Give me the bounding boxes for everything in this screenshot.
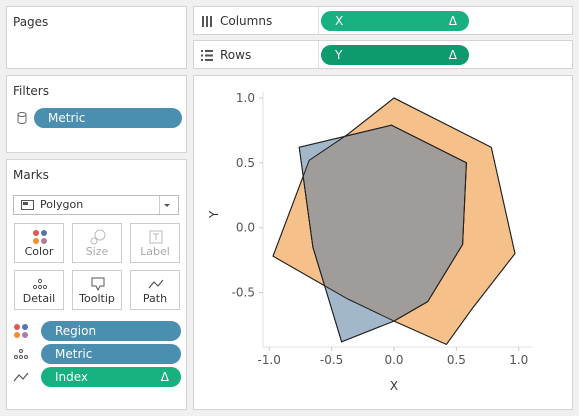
rows-pill-y[interactable]: Y Δ <box>321 45 469 65</box>
rows-pill-label: Y <box>335 48 343 62</box>
columns-icon <box>202 16 212 27</box>
tooltip-button[interactable]: Tooltip <box>72 270 122 310</box>
columns-shelf: Columns X Δ <box>193 6 573 35</box>
dropdown-caret[interactable] <box>159 196 174 214</box>
detail-dots-icon <box>14 349 28 359</box>
columns-pill-x[interactable]: X Δ <box>321 11 469 31</box>
shelf-divider <box>318 41 319 68</box>
marks-card: Marks Polygon Color Size Label <box>6 159 187 410</box>
color-button-label: Color <box>24 245 54 258</box>
label-button[interactable]: Label <box>130 223 180 263</box>
detail-button-label: Detail <box>22 292 56 305</box>
delta-icon: Δ <box>448 14 457 28</box>
chevron-down-icon <box>164 204 170 207</box>
rows-shelf: Rows Y Δ <box>193 40 573 69</box>
size-button-label: Size <box>85 245 109 258</box>
metric-pill-label: Metric <box>55 347 93 361</box>
path-button-label: Path <box>142 292 168 305</box>
filter-pill-metric[interactable]: Metric <box>34 108 182 128</box>
marks-field-index[interactable]: Index Δ <box>13 367 181 387</box>
y-tick-label: 1.0 <box>236 91 255 105</box>
index-pill-label: Index <box>55 370 89 384</box>
index-pill[interactable]: Index Δ <box>41 367 181 387</box>
delta-icon: Δ <box>160 370 169 384</box>
color-button[interactable]: Color <box>14 223 64 263</box>
x-axis-title: X <box>390 379 398 393</box>
polygon-chart[interactable]: 1.0 0.5 0.0 -0.5 -1.0 -0.5 0.0 0.5 1.0 Y X <box>194 76 572 409</box>
columns-pill-label: X <box>335 14 344 28</box>
mark-type-label: Polygon <box>40 198 84 211</box>
detail-dots-icon <box>32 278 48 290</box>
detail-button[interactable]: Detail <box>14 270 64 310</box>
tooltip-icon <box>91 277 105 292</box>
label-icon <box>149 230 163 244</box>
y-tick-label: 0.5 <box>236 156 255 170</box>
region-pill-label: Region <box>55 324 97 338</box>
path-line-icon <box>148 279 164 289</box>
filter-pill-label: Metric <box>48 111 86 125</box>
x-tick-label: 0.0 <box>384 353 403 367</box>
metric-pill[interactable]: Metric <box>41 344 181 364</box>
rows-label: Rows <box>220 48 252 62</box>
y-tick-label: -0.5 <box>232 286 255 300</box>
x-tick-label: 1.0 <box>509 353 528 367</box>
pages-card: Pages <box>6 6 187 69</box>
database-icon <box>17 112 27 124</box>
delta-icon: Δ <box>448 48 457 62</box>
label-button-label: Label <box>140 245 170 258</box>
marks-title: Marks <box>13 168 49 182</box>
y-axis-title: Y <box>207 210 221 219</box>
size-icon <box>90 229 106 245</box>
path-button[interactable]: Path <box>130 270 180 310</box>
x-tick-label: 0.5 <box>447 353 466 367</box>
path-line-icon <box>13 372 29 382</box>
rows-icon <box>201 50 213 61</box>
marks-field-region[interactable]: Region <box>13 321 181 341</box>
y-tick-label: 0.0 <box>236 221 255 235</box>
shelf-divider <box>318 7 319 34</box>
columns-label: Columns <box>220 14 273 28</box>
color-dots-icon <box>33 230 47 244</box>
size-button[interactable]: Size <box>72 223 122 263</box>
pages-title: Pages <box>13 15 49 29</box>
polygon-mark-icon <box>21 200 34 210</box>
x-tick-label: -1.0 <box>258 353 281 367</box>
filters-card: Filters Metric <box>6 75 187 153</box>
filters-title: Filters <box>13 84 49 98</box>
mark-type-dropdown[interactable]: Polygon <box>13 195 179 215</box>
view-area[interactable]: 1.0 0.5 0.0 -0.5 -1.0 -0.5 0.0 0.5 1.0 Y X <box>193 75 573 410</box>
color-dots-icon <box>14 324 28 338</box>
region-pill[interactable]: Region <box>41 321 181 341</box>
tooltip-button-label: Tooltip <box>79 292 115 305</box>
polygon-outline-2 <box>298 124 467 343</box>
x-tick-label: -0.5 <box>320 353 343 367</box>
marks-field-metric[interactable]: Metric <box>13 344 181 364</box>
